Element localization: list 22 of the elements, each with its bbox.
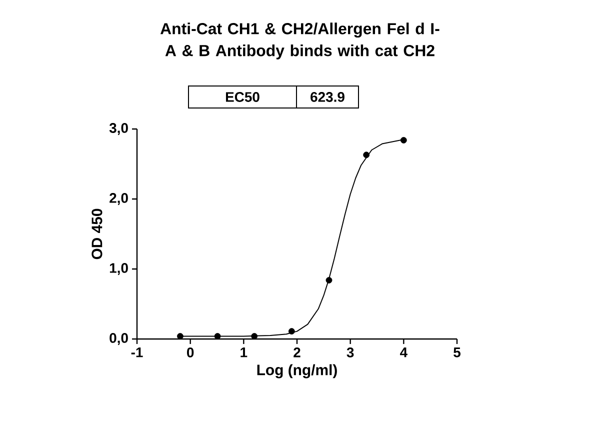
point (400, 137, 407, 144)
x-tick-label: 3 (346, 348, 354, 358)
x-tick-label: 1 (240, 348, 248, 358)
text: 623.9 (310, 92, 344, 102)
y-tick-label: 2,0 (110, 193, 128, 205)
x-tick-label: -1 (131, 348, 143, 358)
x-axis-title: Log (ng/ml) (257, 364, 337, 378)
text: EC50 (226, 92, 260, 102)
x-tick-label: 0 (187, 348, 194, 358)
y-tick-label: 0,0 (110, 333, 128, 345)
point (251, 333, 258, 340)
chart-title: Anti-Cat CH1 & CH2/Allergen Fel d I-A & B Antibody binds with cat CH2 (160, 22, 440, 60)
point (214, 333, 221, 340)
y-axis-title: OD 450 (92, 208, 102, 260)
y-tick-label: 3,0 (109, 123, 128, 135)
point (288, 328, 295, 334)
point (363, 152, 370, 158)
x-tick-label: 5 (454, 348, 460, 358)
point (326, 277, 332, 284)
x-tick-label: 4 (400, 348, 408, 358)
x-tick-label: 2 (294, 348, 300, 358)
y-tick-label: 1,0 (110, 263, 128, 275)
